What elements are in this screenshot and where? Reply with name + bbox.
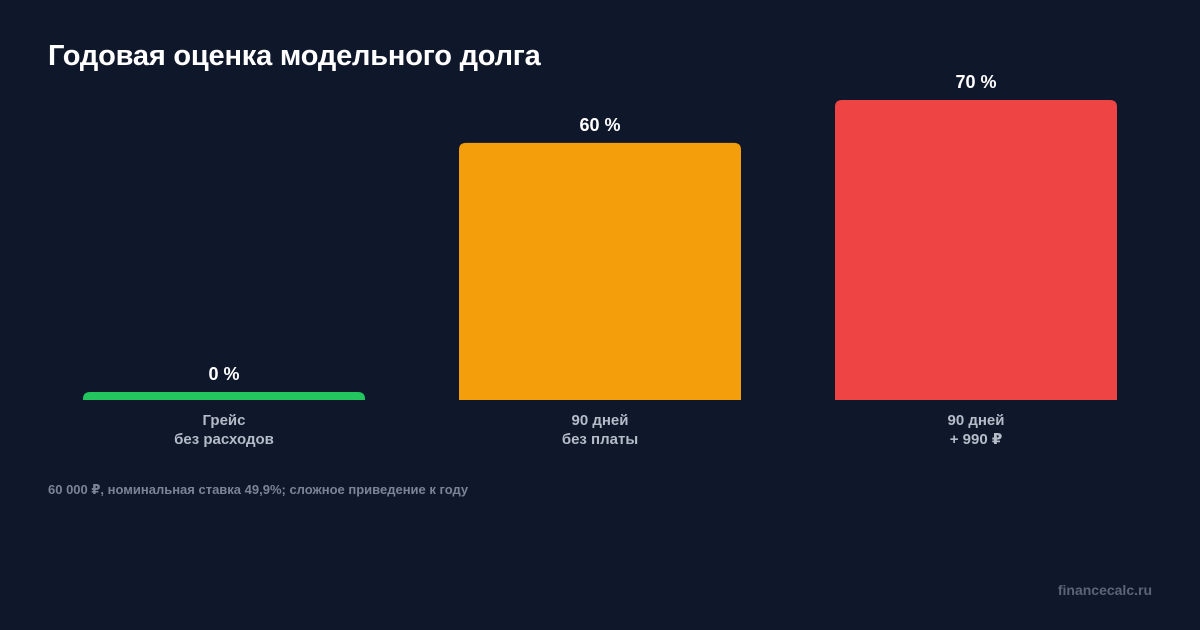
- category-label-line: без платы: [562, 431, 638, 448]
- category-label-1: Грейс без расходов: [174, 412, 274, 448]
- category-label-2: 90 дней без платы: [562, 412, 638, 448]
- category-label-line: Грейс: [202, 412, 245, 429]
- category-label-line: 90 дней: [572, 412, 629, 429]
- value-label-3: 70 %: [955, 72, 996, 92]
- bar-2: [459, 142, 741, 400]
- bar-chart: 0 % Грейс без расходов 60 % 90 дней без платы…: [83, 72, 1117, 448]
- footnote: 60 000 ₽, номинальная ставка 49,9%; слож…: [48, 482, 469, 497]
- brand-watermark: financecalc.ru: [1057, 582, 1152, 598]
- chart-title: Годовая оценка модельного долга: [48, 40, 541, 72]
- bar-1: [83, 392, 365, 400]
- category-label-line: без расходов: [174, 431, 274, 448]
- bar-3: [835, 100, 1117, 400]
- category-label-line: + 990 ₽: [950, 431, 1003, 448]
- value-label-2: 60 %: [579, 115, 620, 135]
- category-label-3: 90 дней + 990 ₽: [948, 412, 1005, 448]
- category-label-line: 90 дней: [948, 412, 1005, 429]
- value-label-1: 0 %: [208, 364, 239, 384]
